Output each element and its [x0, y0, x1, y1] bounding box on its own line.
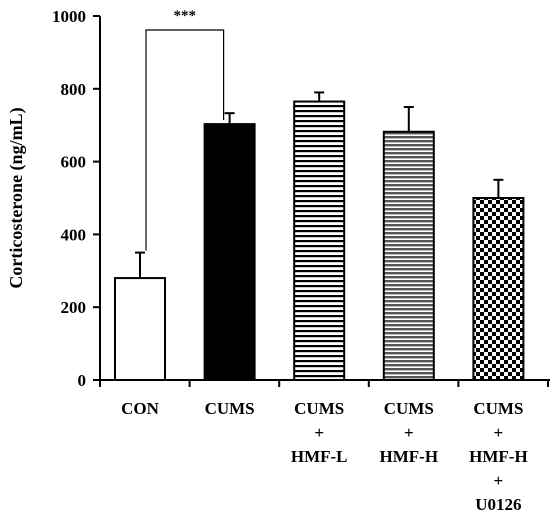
- x-tick-label: U0126: [475, 495, 521, 514]
- x-tick-label: +: [494, 471, 504, 490]
- x-tick-label: CUMS: [294, 399, 344, 418]
- x-tick-label: CUMS: [473, 399, 523, 418]
- significance-line: [145, 29, 225, 251]
- bar: [382, 130, 435, 381]
- y-tick-label: 0: [78, 371, 87, 390]
- x-tick-label: CUMS: [205, 399, 255, 418]
- bar: [203, 123, 256, 381]
- x-tick-label: HMF-L: [291, 447, 348, 466]
- y-tick-label: 1000: [52, 7, 86, 26]
- bar: [293, 100, 346, 381]
- y-tick-label: 200: [61, 298, 87, 317]
- x-tick-label: +: [314, 423, 324, 442]
- x-tick-labels: CON CUMS CUMS + HMF-L CUMS + HMF-H CUMS + HMF-H + U0…: [121, 399, 528, 514]
- x-tick-label: HMF-H: [469, 447, 528, 466]
- x-tick-label: +: [404, 423, 414, 442]
- y-axis-label: Corticosterone (ng/mL): [6, 107, 27, 288]
- x-tick-label: +: [494, 423, 504, 442]
- significance-bracket: ***: [145, 8, 225, 251]
- x-tick-label: CON: [121, 399, 160, 418]
- y-tick-label: 800: [61, 80, 87, 99]
- bars: [114, 91, 525, 381]
- x-tick-label: CUMS: [384, 399, 434, 418]
- y-tick-label: 400: [61, 225, 87, 244]
- axes: 0 200 400 600 800 1000: [52, 7, 550, 390]
- significance-label: ***: [174, 8, 197, 24]
- y-tick-label: 600: [61, 153, 87, 172]
- bar: [472, 197, 525, 381]
- bar: [114, 277, 166, 381]
- x-tick-label: HMF-H: [380, 447, 439, 466]
